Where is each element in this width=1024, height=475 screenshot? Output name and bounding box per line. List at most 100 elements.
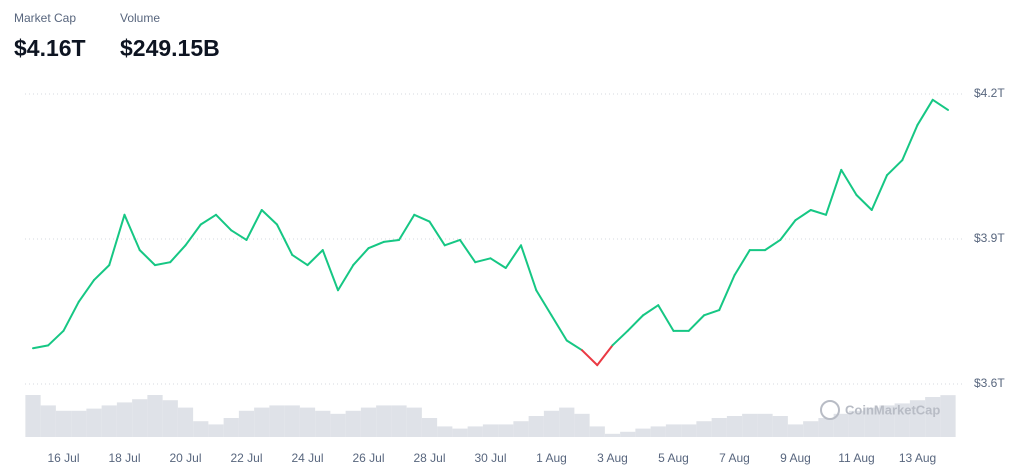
volume-bar [681, 424, 697, 437]
line-segment [337, 264, 355, 292]
line-segment [321, 249, 339, 292]
line-segment [428, 220, 446, 247]
line-segment [718, 274, 736, 312]
volume-bar [772, 416, 788, 437]
line-segment [779, 219, 797, 241]
line-segment [642, 304, 660, 317]
x-tick-label: 30 Jul [474, 451, 506, 465]
line-segment [62, 300, 80, 332]
line-segment [794, 209, 812, 222]
line-segment [931, 98, 949, 111]
line-segment [199, 213, 217, 226]
stat-value: $249.15B [120, 35, 220, 61]
stat-label: Volume [120, 11, 160, 25]
line-segment [413, 213, 431, 223]
volume-bar [482, 424, 499, 437]
x-tick-label: 11 Aug [838, 451, 874, 465]
volume-layer [25, 395, 956, 437]
volume-bar [421, 418, 438, 437]
volume-bar [162, 400, 178, 437]
line-segment [230, 229, 248, 241]
volume-bar [284, 405, 300, 437]
volume-bar [315, 410, 331, 437]
x-tick-label: 24 Jul [291, 451, 323, 465]
line-segment [398, 213, 416, 241]
stat-label: Market Cap [14, 11, 76, 25]
x-tick-label: 26 Jul [352, 451, 384, 465]
volume-bar [406, 407, 422, 437]
watermark: CoinMarketCap [845, 402, 940, 417]
volume-bar [604, 433, 621, 437]
x-tick-label: 28 Jul [413, 451, 445, 465]
watermark-logo [820, 400, 840, 420]
line-segment [276, 223, 294, 256]
line-segment [657, 304, 675, 332]
volume-bar [833, 413, 849, 437]
volume-bar [391, 405, 407, 437]
volume-bar [726, 416, 743, 437]
volume-bar [254, 407, 270, 437]
volume-bar [742, 413, 758, 437]
line-segment [138, 249, 156, 267]
x-tick-label: 20 Jul [169, 451, 201, 465]
line-segment [474, 257, 492, 264]
volume-bar [589, 426, 605, 437]
line-segment [108, 213, 126, 267]
volume-bar [330, 413, 346, 437]
line-segment [245, 209, 263, 241]
line-segment [77, 279, 95, 303]
line-segment [32, 344, 50, 350]
volume-bar [193, 421, 209, 437]
x-tick-label: 7 Aug [719, 451, 750, 465]
volume-bar [543, 410, 560, 437]
line-segment [291, 253, 309, 267]
volume-bar [376, 405, 392, 437]
line-segment [565, 339, 583, 352]
line-segment [382, 238, 400, 243]
line-segment [367, 240, 385, 250]
x-tick-label: 22 Jul [230, 451, 262, 465]
stat-value: $4.16T [14, 35, 86, 61]
line-segment [626, 314, 644, 332]
line-segment [306, 249, 324, 267]
volume-bar [711, 418, 727, 437]
x-tick-label: 13 Aug [899, 451, 936, 465]
volume-bar [909, 400, 926, 437]
line-segment [916, 98, 934, 126]
volume-bar [467, 426, 483, 437]
line-segment [611, 329, 629, 347]
volume-bar [147, 395, 163, 437]
line-segment [581, 349, 599, 367]
line-segment [886, 159, 904, 177]
volume-bar [559, 407, 575, 437]
volume-bar [528, 416, 544, 437]
line-segment [855, 194, 873, 211]
line-segment [504, 244, 522, 269]
y-tick-label: $3.9T [974, 231, 1005, 245]
volume-bar [803, 421, 819, 437]
line-segment [443, 238, 461, 247]
volume-bar [452, 428, 468, 437]
volume-bar [513, 421, 529, 437]
x-tick-label: 3 Aug [597, 451, 628, 465]
volume-bar [848, 410, 865, 437]
line-segment [215, 213, 233, 232]
volume-bar [864, 407, 880, 437]
volume-bar [818, 418, 834, 437]
line-segment [825, 168, 843, 216]
line-segment [596, 344, 614, 367]
line-segment [184, 223, 202, 247]
volume-bar [132, 399, 148, 437]
x-tick-label: 1 Aug [536, 451, 567, 465]
x-tick-label: 18 Jul [108, 451, 140, 465]
volume-bar [498, 424, 514, 437]
volume-bar [208, 424, 224, 437]
line-segment [123, 213, 141, 252]
volume-bar [879, 405, 895, 437]
volume-bar [940, 395, 956, 437]
line-segment [550, 314, 568, 342]
volume-bar [86, 408, 102, 437]
line-segment [352, 247, 370, 267]
volume-bar [101, 405, 117, 437]
volume-bar [437, 426, 453, 437]
